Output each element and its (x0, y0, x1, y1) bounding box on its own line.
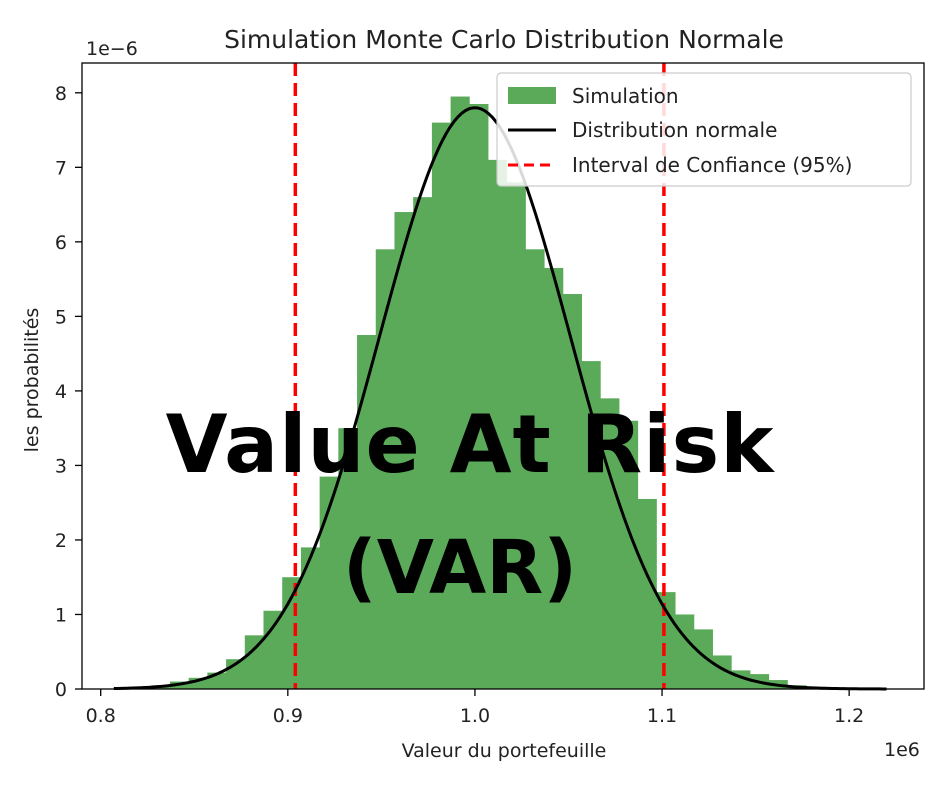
x-axis-offset-label: 1e6 (884, 739, 920, 761)
histogram-bar (600, 398, 620, 689)
histogram-bar (338, 428, 358, 689)
y-tick-label: 5 (55, 306, 67, 328)
histogram-bar (413, 197, 433, 689)
histogram-bar (375, 249, 395, 690)
legend: Simulation Distribution normale Interval… (496, 72, 912, 187)
histogram-bar (188, 677, 208, 689)
histogram-bar (525, 249, 545, 690)
y-tick-label: 1 (55, 604, 67, 626)
histogram-bar (319, 476, 339, 689)
histogram-bar (693, 629, 713, 689)
y-axis-label: les probabilités (21, 308, 43, 453)
y-tick-label: 6 (55, 232, 67, 254)
histogram-bar (450, 96, 470, 690)
plot-frame (81, 62, 925, 690)
y-tick-label: 8 (55, 83, 67, 105)
x-tick-label: 0.8 (86, 705, 116, 727)
legend-swatch-simulation (508, 87, 556, 104)
y-tick-label: 2 (55, 530, 67, 552)
histogram-bars (113, 96, 882, 690)
legend-label-confidence: Interval de Confiance (95%) (572, 153, 852, 177)
histogram-bar (506, 182, 526, 689)
x-tick-label: 1.2 (834, 705, 864, 727)
y-tick-label: 4 (55, 381, 67, 403)
histogram-bar (562, 294, 582, 689)
histogram-bar (394, 212, 414, 690)
histogram-bar (300, 547, 321, 689)
legend-label-normal: Distribution normale (572, 118, 777, 142)
chart-title: Simulation Monte Carlo Distribution Norm… (224, 25, 784, 54)
legend-label-simulation: Simulation (572, 84, 679, 108)
histogram-bar (656, 592, 676, 689)
y-tick-label: 3 (55, 455, 67, 477)
histogram-bar (675, 614, 695, 689)
y-axis-ticks: 0 1 2 3 4 5 6 7 8 (55, 83, 82, 701)
histogram-bar (469, 103, 489, 689)
x-tick-label: 1.1 (647, 705, 677, 727)
histogram-bar (712, 655, 732, 689)
x-axis-ticks: 0.8 0.9 1.0 1.1 1.2 (86, 689, 864, 727)
legend-box (496, 72, 912, 187)
y-axis-offset-label: 1e−6 (86, 38, 138, 60)
y-tick-label: 7 (55, 157, 67, 179)
histogram-bar (263, 610, 283, 689)
histogram-bar (431, 122, 452, 690)
x-axis-label: Valeur du portefeuille (402, 740, 607, 762)
histogram-bar (581, 361, 601, 689)
histogram-bar (637, 498, 657, 689)
histogram-bar (488, 159, 508, 689)
x-tick-label: 0.9 (273, 705, 303, 727)
histogram-bar (357, 335, 377, 689)
histogram-bar (244, 635, 264, 689)
histogram-bar (619, 420, 639, 689)
histogram-bar (544, 267, 564, 689)
y-tick-label: 0 (55, 679, 67, 701)
x-tick-label: 1.0 (460, 705, 490, 727)
